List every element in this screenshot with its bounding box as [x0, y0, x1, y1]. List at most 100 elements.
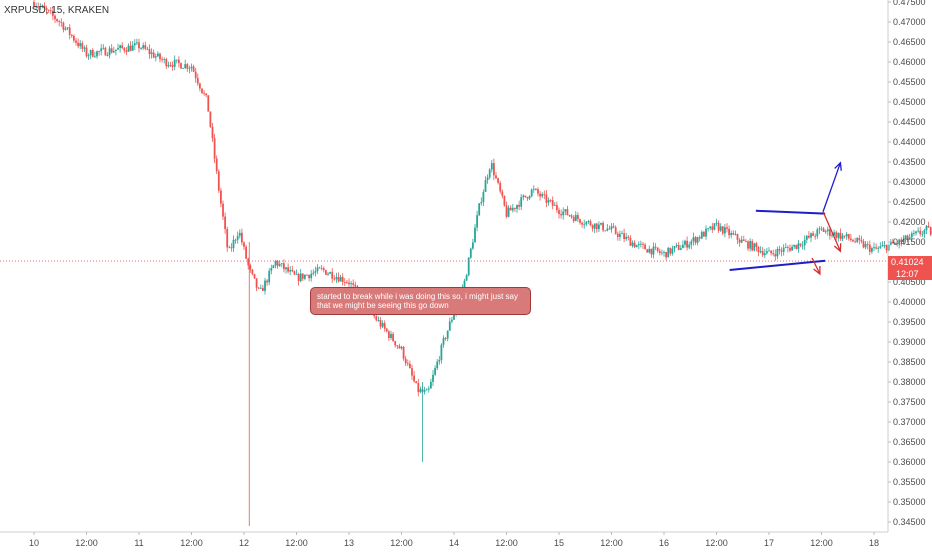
candle-body [806, 236, 808, 240]
candle-body [77, 43, 79, 46]
candle-body [424, 390, 426, 392]
candle-body [556, 205, 558, 210]
candle-body [497, 178, 499, 183]
candle-body [157, 54, 159, 57]
candle-body [632, 243, 634, 246]
candle-body [411, 368, 413, 375]
candle-body [329, 272, 331, 274]
candle-body [81, 43, 83, 49]
candle-body [352, 283, 354, 285]
candle-body [174, 60, 176, 67]
time-tick-label: 13 [344, 538, 354, 548]
candle-body [420, 389, 422, 392]
candle-body [176, 60, 178, 61]
candle-body [684, 241, 686, 245]
time-tick-label: 12:00 [285, 538, 308, 548]
candle-body [602, 223, 604, 230]
candle-body [560, 214, 562, 215]
candle-body [856, 238, 858, 242]
candle-body [315, 271, 317, 273]
price-tick-label: 0.42000 [893, 217, 926, 227]
candle-body [590, 221, 592, 225]
candle-body [287, 267, 289, 271]
candle-body [867, 244, 869, 245]
price-tick-label: 0.36000 [893, 457, 926, 467]
time-tick-label: 12:00 [600, 538, 623, 548]
candle-body [193, 67, 195, 72]
candle-body [510, 208, 512, 211]
price-tick-label: 0.45000 [893, 97, 926, 107]
candle-body [491, 163, 493, 170]
candle-body [564, 209, 566, 211]
candle-body [58, 21, 60, 22]
candle-body [745, 241, 747, 242]
candle-body [861, 240, 863, 241]
candle-body [543, 194, 545, 195]
candle-body [201, 89, 203, 93]
candle-body [350, 283, 352, 284]
candle-body [390, 334, 392, 338]
candle-body [571, 216, 573, 217]
candle-body [825, 231, 827, 232]
candle-body [621, 233, 623, 234]
candle-body [741, 240, 743, 243]
candle-body [537, 189, 539, 193]
candle-body [222, 204, 224, 217]
candle-body [436, 362, 438, 368]
candle-body [71, 35, 73, 36]
candle-body [184, 64, 186, 68]
candle-body [233, 240, 235, 248]
candle-body [298, 274, 300, 281]
candle-body [829, 229, 831, 236]
candle-body [879, 246, 881, 248]
price-tick-label: 0.37000 [893, 417, 926, 427]
candle-body [688, 245, 690, 248]
candle-body [228, 247, 230, 248]
candle-body [327, 274, 329, 275]
candle-body [134, 43, 136, 45]
candle-body [159, 54, 161, 60]
candle-body [178, 60, 180, 63]
candle-body [132, 45, 134, 50]
candle-body [306, 275, 308, 276]
candle-body [837, 233, 839, 238]
candle-body [535, 189, 537, 190]
candle-body [709, 227, 711, 229]
candle-body [180, 63, 182, 68]
candle-body [508, 208, 510, 217]
candle-body [319, 268, 321, 269]
candle-body [302, 273, 304, 278]
candle-body [281, 263, 283, 264]
candle-body [231, 247, 233, 248]
time-tick-label: 16 [659, 538, 669, 548]
candle-body [151, 53, 153, 55]
candle-body [149, 49, 151, 54]
candle-body [808, 236, 810, 238]
candle-body [407, 363, 409, 364]
candle-body [816, 229, 818, 236]
candle-body [749, 241, 751, 249]
candle-body [531, 190, 533, 197]
candle-body [69, 27, 71, 35]
candle-body [140, 48, 142, 49]
candle-body [707, 228, 709, 229]
candle-body [516, 205, 518, 209]
candle-body [877, 248, 879, 249]
candle-body [800, 244, 802, 246]
candle-body [392, 334, 394, 341]
candle-body [378, 320, 380, 321]
candle-body [344, 282, 346, 283]
candle-body [65, 28, 67, 29]
candle-body [308, 275, 310, 278]
candle-body [831, 235, 833, 236]
candle-body [258, 288, 260, 289]
candle-body [598, 225, 600, 230]
candle-body [443, 338, 445, 345]
annotation-callout[interactable]: started to break while i was doing this … [310, 287, 531, 315]
candle-body [577, 215, 579, 219]
candle-body [441, 345, 443, 360]
candle-body [770, 251, 772, 254]
